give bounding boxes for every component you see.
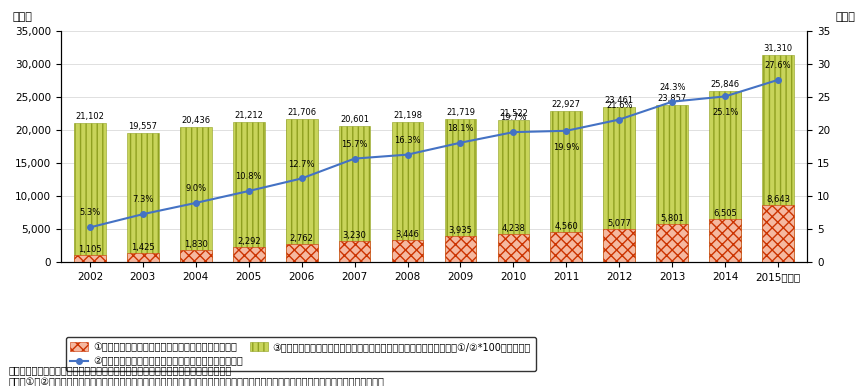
Text: （円）: （円） xyxy=(12,12,32,22)
Text: 注１：インターネットを通じて注文をしなかった世帯も分母に含めた支出総額の平均: 注１：インターネットを通じて注文をしなかった世帯も分母に含めた支出総額の平均 xyxy=(9,365,232,375)
Text: 25,846: 25,846 xyxy=(711,80,740,90)
Bar xyxy=(656,105,688,262)
Bar xyxy=(233,247,265,262)
Bar xyxy=(497,234,529,262)
Text: 1,830: 1,830 xyxy=(184,240,207,249)
Bar xyxy=(762,205,794,262)
Text: 10.8%: 10.8% xyxy=(235,172,262,181)
Text: 3,446: 3,446 xyxy=(396,230,419,239)
Text: 27.6%: 27.6% xyxy=(765,61,792,70)
Text: 4,238: 4,238 xyxy=(502,224,525,234)
Text: 6,505: 6,505 xyxy=(713,210,737,218)
Text: 5,801: 5,801 xyxy=(661,214,684,223)
Text: 18.1%: 18.1% xyxy=(447,124,474,133)
Text: 23,857: 23,857 xyxy=(658,94,687,103)
Text: 24.3%: 24.3% xyxy=(659,83,686,92)
Text: 21,522: 21,522 xyxy=(499,109,528,118)
Text: 2,292: 2,292 xyxy=(237,237,260,246)
Legend: ①インターネットを利用した支出総額（円）（注１）, ②インターネットを通じて注文をした世帯の割合（％）, ③インターネットを通じて注文をした世帯当たりの支出金額: ①インターネットを利用した支出総額（円）（注１）, ②インターネットを通じて注文… xyxy=(66,337,536,371)
Bar xyxy=(127,253,159,262)
Bar xyxy=(444,237,477,262)
Text: 16.3%: 16.3% xyxy=(394,136,421,145)
Bar xyxy=(762,55,794,262)
Bar xyxy=(391,240,424,262)
Bar xyxy=(550,232,582,262)
Text: 21,719: 21,719 xyxy=(446,108,475,117)
Text: 8,643: 8,643 xyxy=(766,195,790,204)
Bar xyxy=(286,119,318,262)
Text: 19.7%: 19.7% xyxy=(500,113,527,122)
Text: 21,706: 21,706 xyxy=(287,108,316,117)
Bar xyxy=(497,120,529,262)
Text: 22,927: 22,927 xyxy=(552,100,581,109)
Text: 1,425: 1,425 xyxy=(131,243,155,252)
Text: 25.1%: 25.1% xyxy=(712,108,739,117)
Text: 5.3%: 5.3% xyxy=(79,208,101,217)
Bar xyxy=(444,119,477,262)
Text: 20,601: 20,601 xyxy=(340,115,369,124)
Text: 21.6%: 21.6% xyxy=(606,101,633,110)
Text: 21,198: 21,198 xyxy=(393,111,422,120)
Bar xyxy=(603,229,635,262)
Text: 4,560: 4,560 xyxy=(555,222,578,231)
Bar xyxy=(286,244,318,262)
Text: 3,935: 3,935 xyxy=(449,227,472,235)
Text: 5,077: 5,077 xyxy=(608,219,631,228)
Bar xyxy=(603,107,635,262)
Bar xyxy=(180,127,212,262)
Bar xyxy=(656,224,688,262)
Bar xyxy=(180,251,212,262)
Bar xyxy=(74,123,106,262)
Bar xyxy=(339,241,371,262)
Bar xyxy=(74,255,106,262)
Text: （％）: （％） xyxy=(836,12,856,22)
Bar xyxy=(391,122,424,262)
Text: 15.7%: 15.7% xyxy=(341,140,368,149)
Text: 19,557: 19,557 xyxy=(128,122,157,131)
Text: 2,762: 2,762 xyxy=(290,234,313,243)
Text: 20,436: 20,436 xyxy=(181,116,210,125)
Bar xyxy=(127,133,159,262)
Text: 21,102: 21,102 xyxy=(76,112,104,121)
Text: 31,310: 31,310 xyxy=(764,44,792,53)
Text: 3,230: 3,230 xyxy=(343,231,366,240)
Text: 12.7%: 12.7% xyxy=(288,159,315,169)
Text: 21,212: 21,212 xyxy=(234,111,263,120)
Text: 23,461: 23,461 xyxy=(605,96,634,105)
Bar xyxy=(709,91,741,262)
Text: 1,105: 1,105 xyxy=(78,245,102,254)
Text: 9.0%: 9.0% xyxy=(185,184,207,193)
Bar xyxy=(709,219,741,262)
Bar xyxy=(550,111,582,262)
Bar xyxy=(339,126,371,262)
Bar xyxy=(233,122,265,262)
Text: 注２：①と②の値は、共に四捨五入した値のため、「インターネットを通じて注文をした世帯当たりの支出金額」と一致しない場合がある。: 注２：①と②の値は、共に四捨五入した値のため、「インターネットを通じて注文をした… xyxy=(9,378,385,386)
Text: 19.9%: 19.9% xyxy=(553,143,580,152)
Text: 7.3%: 7.3% xyxy=(132,195,154,204)
